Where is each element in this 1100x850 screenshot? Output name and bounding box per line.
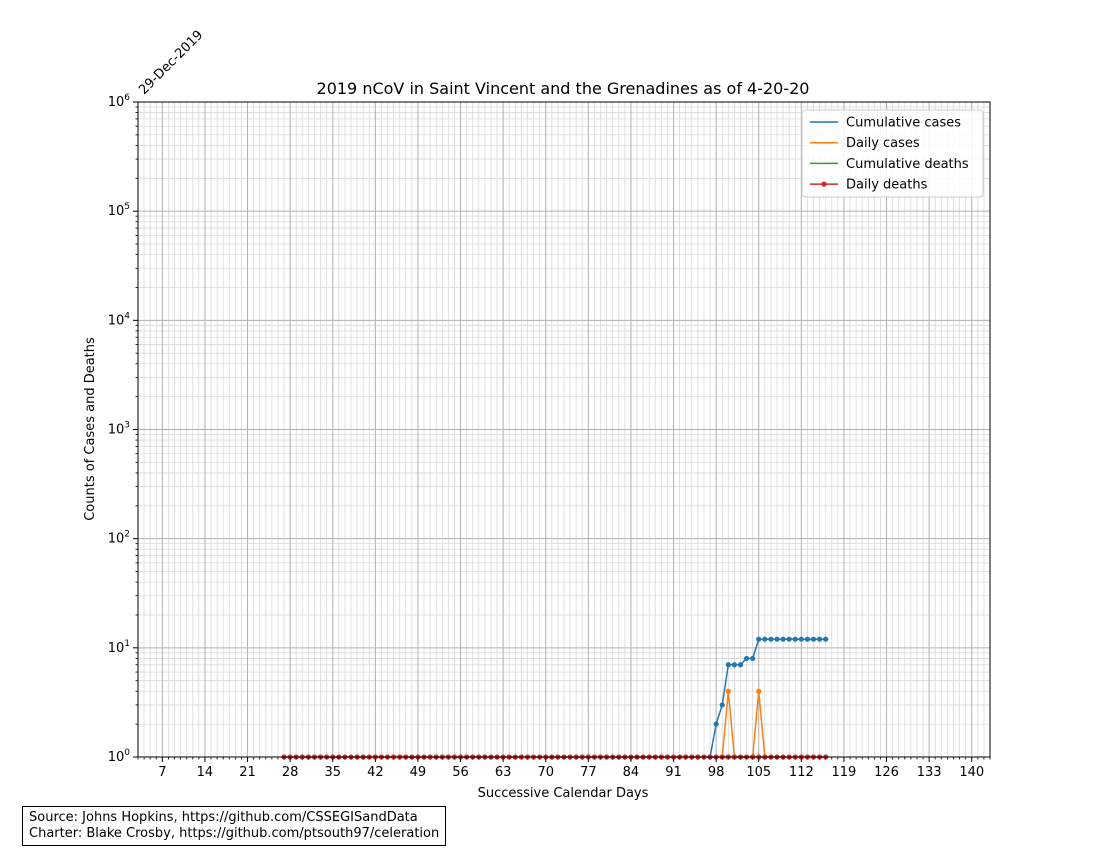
y-tick-label: 105 <box>108 202 130 219</box>
cumulative-cases-point <box>804 636 811 642</box>
x-tick-label: 105 <box>746 765 771 780</box>
source-line: Source: Johns Hopkins, https://github.co… <box>29 810 418 825</box>
cumulative-cases-point <box>792 636 798 642</box>
cumulative-cases-point <box>762 636 768 642</box>
cumulative-cases-point <box>719 702 725 708</box>
daily-cases-point <box>756 688 762 694</box>
legend-label: Daily deaths <box>846 178 928 193</box>
y-tick-label: 106 <box>108 93 131 110</box>
x-axis-label: Successive Calendar Days <box>478 786 649 801</box>
cumulative-cases-point <box>780 636 786 642</box>
y-axis-ticks: 100 101 102 103 104 105 106 <box>108 93 138 765</box>
cumulative-cases-point <box>713 721 719 727</box>
x-tick-label: 77 <box>580 765 597 780</box>
cumulative-cases-point <box>737 662 744 668</box>
start-date-label: 29-Dec-2019 <box>136 28 206 98</box>
x-tick-label: 112 <box>789 765 814 780</box>
x-tick-label: 56 <box>452 765 469 780</box>
x-axis-ticks: 7 14 21 28 35 42 49 56 63 70 77 84 91 98 105 112 119 126 1… <box>137 757 991 780</box>
legend-label: Cumulative deaths <box>846 157 969 172</box>
y-tick-label: 101 <box>108 639 130 656</box>
y-tick-label: 103 <box>108 421 130 438</box>
x-tick-label: 14 <box>197 765 214 780</box>
legend-marker <box>821 181 827 187</box>
x-tick-label: 126 <box>874 765 899 780</box>
daily-cases-point <box>725 688 731 694</box>
cumulative-cases-point <box>786 636 792 642</box>
cumulative-cases-point <box>743 655 750 662</box>
y-tick-label: 102 <box>108 530 130 547</box>
cumulative-cases-point <box>810 636 817 642</box>
x-tick-label: 49 <box>410 765 427 780</box>
cumulative-cases-point <box>731 662 738 668</box>
x-tick-label: 35 <box>324 765 341 780</box>
cumulative-cases-point <box>725 662 731 668</box>
cumulative-cases-point <box>750 655 756 662</box>
cumulative-cases-point <box>768 636 774 642</box>
x-tick-label: 70 <box>537 765 554 780</box>
cumulative-cases-point <box>774 636 780 642</box>
x-tick-label: 63 <box>495 765 512 780</box>
x-tick-label: 84 <box>623 765 640 780</box>
x-tick-label: 42 <box>367 765 384 780</box>
cumulative-cases-point <box>798 636 804 642</box>
x-tick-label: 133 <box>917 765 942 780</box>
legend: Cumulative cases Daily cases Cumulative de… <box>801 109 984 198</box>
x-tick-label: 28 <box>282 765 299 780</box>
x-tick-label: 7 <box>158 765 166 780</box>
y-tick-label: 100 <box>108 748 131 765</box>
y-axis-label: Counts of Cases and Deaths <box>83 337 98 521</box>
x-tick-label: 21 <box>239 765 256 780</box>
legend-label: Cumulative cases <box>846 116 961 131</box>
cumulative-cases-point <box>823 636 829 642</box>
cumulative-cases-point <box>817 636 823 642</box>
y-tick-label: 104 <box>108 311 131 328</box>
source-box: Source: Johns Hopkins, https://github.co… <box>22 806 447 846</box>
cumulative-cases-point <box>756 636 762 642</box>
legend-box <box>801 109 984 198</box>
chart-title: 2019 nCoV in Saint Vincent and the Grena… <box>317 79 810 98</box>
x-tick-label: 119 <box>832 765 857 780</box>
x-tick-label: 98 <box>708 765 725 780</box>
charter-line: Charter: Blake Crosby, https://github.co… <box>29 826 440 841</box>
x-tick-label: 91 <box>665 765 682 780</box>
legend-label: Daily cases <box>846 136 920 151</box>
x-tick-label: 140 <box>959 765 984 780</box>
